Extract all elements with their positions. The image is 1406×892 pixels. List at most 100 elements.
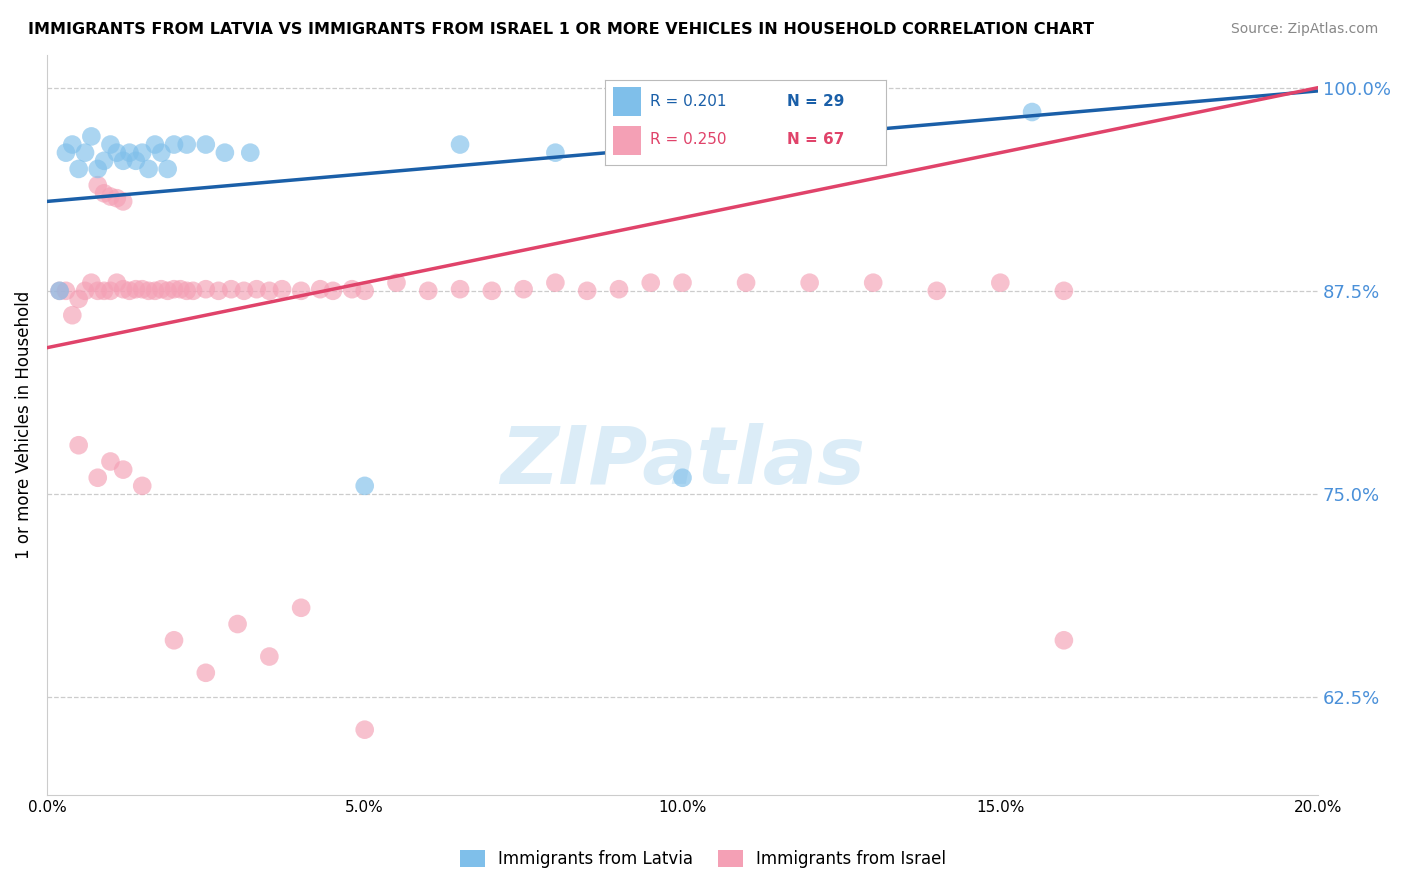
- Point: [512, 282, 534, 296]
- Point: [169, 282, 191, 296]
- Point: [449, 137, 471, 152]
- Point: [232, 284, 254, 298]
- Point: [481, 284, 503, 298]
- Text: IMMIGRANTS FROM LATVIA VS IMMIGRANTS FROM ISRAEL 1 OR MORE VEHICLES IN HOUSEHOLD: IMMIGRANTS FROM LATVIA VS IMMIGRANTS FRO…: [28, 22, 1094, 37]
- Point: [194, 137, 217, 152]
- Point: [156, 284, 179, 298]
- Bar: [613, 126, 641, 155]
- Point: [862, 276, 884, 290]
- Point: [138, 161, 160, 176]
- Point: [138, 284, 160, 298]
- Point: [105, 145, 128, 160]
- Point: [181, 284, 204, 298]
- Point: [125, 282, 148, 296]
- Point: [143, 284, 166, 298]
- Point: [105, 191, 128, 205]
- Point: [207, 284, 229, 298]
- Text: ZIPatlas: ZIPatlas: [501, 423, 865, 501]
- Text: N = 29: N = 29: [787, 94, 845, 109]
- Point: [576, 284, 599, 298]
- Legend: Immigrants from Latvia, Immigrants from Israel: Immigrants from Latvia, Immigrants from …: [453, 843, 953, 875]
- Point: [194, 282, 217, 296]
- Point: [131, 479, 153, 493]
- Point: [988, 276, 1011, 290]
- Point: [385, 276, 408, 290]
- Point: [55, 284, 77, 298]
- Point: [544, 145, 567, 160]
- Point: [150, 282, 173, 296]
- Point: [118, 145, 141, 160]
- Point: [87, 161, 110, 176]
- Point: [80, 129, 103, 144]
- Point: [112, 282, 135, 296]
- Point: [219, 282, 242, 296]
- Point: [87, 284, 110, 298]
- Point: [735, 276, 758, 290]
- Point: [239, 145, 262, 160]
- Point: [143, 137, 166, 152]
- Text: Source: ZipAtlas.com: Source: ZipAtlas.com: [1230, 22, 1378, 37]
- Point: [131, 282, 153, 296]
- Point: [214, 145, 236, 160]
- Point: [93, 284, 115, 298]
- Point: [112, 153, 135, 168]
- Point: [353, 479, 375, 493]
- Point: [93, 153, 115, 168]
- Text: N = 67: N = 67: [787, 132, 845, 147]
- Point: [163, 282, 186, 296]
- Point: [176, 137, 198, 152]
- Point: [163, 137, 186, 152]
- Point: [607, 282, 630, 296]
- Point: [671, 471, 693, 485]
- Point: [118, 284, 141, 298]
- Point: [226, 617, 249, 632]
- Point: [125, 153, 148, 168]
- Point: [322, 284, 344, 298]
- Point: [150, 145, 173, 160]
- Text: R = 0.201: R = 0.201: [650, 94, 725, 109]
- Point: [194, 665, 217, 680]
- Text: R = 0.250: R = 0.250: [650, 132, 725, 147]
- Point: [418, 284, 440, 298]
- Point: [925, 284, 948, 298]
- Point: [112, 462, 135, 476]
- Point: [67, 292, 90, 306]
- Point: [100, 454, 122, 468]
- Point: [156, 161, 179, 176]
- Point: [353, 284, 375, 298]
- Y-axis label: 1 or more Vehicles in Household: 1 or more Vehicles in Household: [15, 291, 32, 559]
- Point: [309, 282, 332, 296]
- Point: [100, 189, 122, 203]
- Point: [60, 308, 83, 322]
- Point: [48, 284, 70, 298]
- Point: [544, 276, 567, 290]
- Point: [131, 145, 153, 160]
- Point: [100, 137, 122, 152]
- Point: [105, 276, 128, 290]
- Point: [67, 161, 90, 176]
- Point: [163, 633, 186, 648]
- Point: [799, 276, 821, 290]
- Point: [80, 276, 103, 290]
- Point: [48, 284, 70, 298]
- Point: [290, 284, 312, 298]
- Point: [271, 282, 294, 296]
- Point: [246, 282, 269, 296]
- Point: [112, 194, 135, 209]
- Point: [87, 178, 110, 193]
- Point: [671, 276, 693, 290]
- Point: [55, 145, 77, 160]
- Point: [73, 284, 96, 298]
- Point: [353, 723, 375, 737]
- Point: [1053, 284, 1076, 298]
- Point: [100, 284, 122, 298]
- Point: [290, 600, 312, 615]
- Point: [1021, 105, 1043, 120]
- Point: [862, 137, 884, 152]
- Point: [640, 276, 662, 290]
- Point: [93, 186, 115, 201]
- Point: [176, 284, 198, 298]
- Point: [1053, 633, 1076, 648]
- Point: [87, 471, 110, 485]
- Point: [60, 137, 83, 152]
